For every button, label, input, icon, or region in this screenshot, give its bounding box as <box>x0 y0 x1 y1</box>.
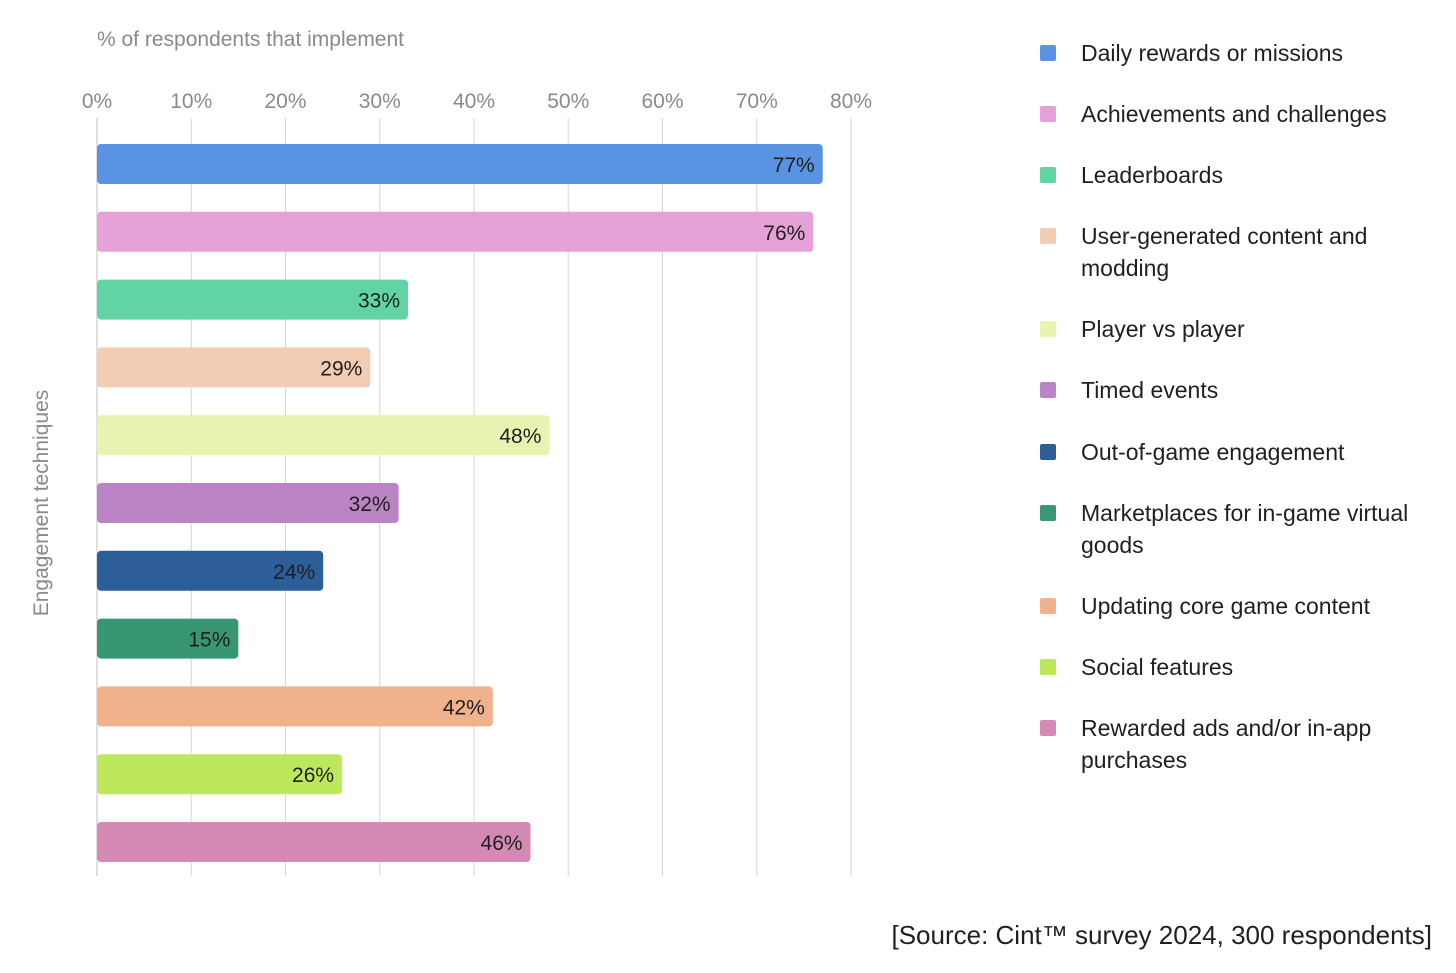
bar-value-label: 48% <box>499 425 541 448</box>
legend-swatch <box>1040 659 1056 675</box>
bar <box>97 211 814 252</box>
bar <box>97 550 324 591</box>
bar-value-label: 46% <box>481 832 523 855</box>
legend-item: Daily rewards or missions <box>1038 34 1443 69</box>
x-tick-label: 20% <box>264 90 306 113</box>
bars <box>97 144 823 862</box>
legend: Daily rewards or missions Achievements an… <box>1038 34 1443 776</box>
legend-label: Leaderboards <box>1081 162 1223 188</box>
legend-swatch <box>1040 167 1056 183</box>
bar <box>97 754 343 795</box>
legend-label: User-generated content and modding <box>1081 223 1368 281</box>
bar-value-label: 15% <box>188 629 230 652</box>
legend-swatch <box>1040 321 1056 337</box>
x-tick-label: 50% <box>547 90 589 113</box>
bar <box>97 415 550 456</box>
y-axis-title: Engagement techniques <box>30 390 53 617</box>
x-tick-label: 70% <box>736 90 778 113</box>
bar <box>97 279 409 320</box>
legend-item: Marketplaces for in-game virtual goods <box>1038 494 1443 561</box>
bar <box>97 618 239 659</box>
legend-swatch <box>1040 598 1056 614</box>
bar-value-label: 24% <box>273 561 315 584</box>
source-note: [Source: Cint™ survey 2024, 300 responde… <box>891 920 1432 950</box>
legend-label: Player vs player <box>1081 316 1245 342</box>
legend-label: Timed events <box>1081 377 1219 403</box>
legend-item: Out-of-game engagement <box>1038 433 1443 468</box>
legend-label: Social features <box>1081 654 1234 680</box>
bar <box>97 483 399 523</box>
legend-item: Rewarded ads and/or in-app purchases <box>1038 709 1443 776</box>
legend-label: Marketplaces for in-game virtual goods <box>1081 500 1409 558</box>
x-tick-label: 0% <box>82 90 112 113</box>
bar-value-label: 42% <box>443 696 485 719</box>
bar-value-label: 29% <box>320 357 362 380</box>
bar-value-labels: 77% 76% 33% 29% 48% 32% 24% 15% 42% 26% 46% <box>188 154 814 855</box>
x-axis-ticks: 0% 10% 20% 30% 40% 50% 60% 70% 80% <box>82 90 872 113</box>
legend-swatch <box>1040 444 1056 460</box>
bar-value-label: 77% <box>773 154 815 177</box>
legend-swatch <box>1040 720 1056 736</box>
bar <box>97 347 371 388</box>
bar-value-label: 76% <box>763 222 805 245</box>
legend-item: Leaderboards <box>1038 156 1443 191</box>
legend-label: Rewarded ads and/or in-app purchases <box>1081 715 1372 773</box>
bar <box>97 144 823 184</box>
legend-swatch <box>1040 228 1056 244</box>
bar <box>97 822 531 862</box>
legend-label: Achievements and challenges <box>1081 101 1387 127</box>
legend-item: Player vs player <box>1038 310 1443 345</box>
x-tick-label: 30% <box>359 90 401 113</box>
x-tick-label: 10% <box>170 90 212 113</box>
x-tick-label: 60% <box>641 90 683 113</box>
bar-value-label: 32% <box>349 493 391 516</box>
bar <box>97 686 493 727</box>
x-tick-label: 40% <box>453 90 495 113</box>
legend-label: Daily rewards or missions <box>1081 40 1344 66</box>
legend-label: Out-of-game engagement <box>1081 439 1345 465</box>
x-tick-label: 80% <box>830 90 872 113</box>
legend-item: Social features <box>1038 648 1443 683</box>
legend-swatch <box>1040 505 1056 521</box>
legend-item: Timed events <box>1038 371 1443 406</box>
bar-value-label: 33% <box>358 290 400 313</box>
legend-swatch <box>1040 382 1056 398</box>
legend-item: Updating core game content <box>1038 587 1443 622</box>
bar-value-label: 26% <box>292 764 334 787</box>
legend-item: User-generated content and modding <box>1038 217 1443 284</box>
legend-swatch <box>1040 106 1056 122</box>
legend-item: Achievements and challenges <box>1038 95 1443 130</box>
x-axis-title: % of respondents that implement <box>97 28 404 51</box>
legend-label: Updating core game content <box>1081 593 1370 619</box>
legend-swatch <box>1040 45 1056 61</box>
